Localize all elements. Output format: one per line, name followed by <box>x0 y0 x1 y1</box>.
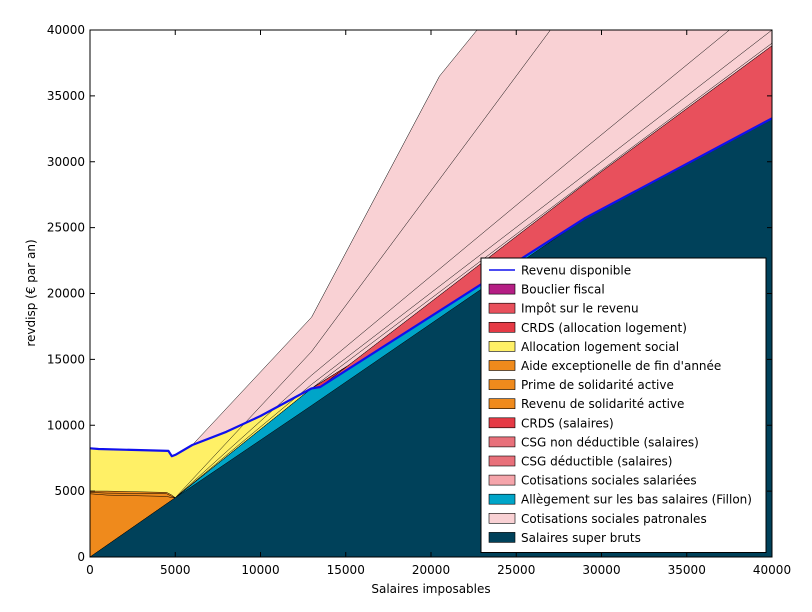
legend-label: CSG non déductible (salaires) <box>521 435 699 449</box>
legend-label: Cotisations sociales patronales <box>521 512 707 526</box>
revenu-line-layer <box>90 117 772 458</box>
y-tick-label: 35000 <box>47 89 85 103</box>
line-revenu-disponible <box>90 117 772 458</box>
boundary-lines-layer <box>175 30 772 498</box>
x-tick-label: 5000 <box>160 563 191 577</box>
legend-label: Allocation logement social <box>521 340 679 354</box>
x-axis-label: Salaires imposables <box>371 582 490 596</box>
y-tick-label: 0 <box>77 550 85 564</box>
legend-swatch <box>488 512 516 524</box>
legend-swatch <box>488 417 516 429</box>
legend-label: Prime de solidarité active <box>521 378 674 392</box>
legend-swatch <box>488 474 516 486</box>
legend-swatch <box>488 532 516 543</box>
legend-label: Revenu de solidarité active <box>521 397 684 411</box>
x-tick-label: 10000 <box>241 563 279 577</box>
y-tick-label: 20000 <box>47 287 85 301</box>
legend-swatch <box>488 341 516 352</box>
legend-swatch <box>488 321 516 333</box>
legend-swatch <box>488 360 516 371</box>
y-tick-label: 15000 <box>47 352 85 366</box>
x-axis-ticks: 0 5000 10000 15000 20000 25000 30000 35000 40000 <box>86 30 791 577</box>
y-axis-ticks: 0 5000 10000 15000 20000 25000 30000 35000 40000 <box>47 23 772 564</box>
legend-label: Salaires super bruts <box>521 531 641 545</box>
legend-label: Impôt sur le revenu <box>521 302 639 316</box>
x-tick-label: 25000 <box>497 563 535 577</box>
boundary-crds-salaires <box>175 42 772 498</box>
legend-swatch <box>488 493 516 505</box>
x-tick-label: 20000 <box>412 563 450 577</box>
y-tick-label: 10000 <box>47 418 85 432</box>
y-tick-label: 30000 <box>47 155 85 169</box>
legend-label: Bouclier fiscal <box>521 283 605 297</box>
legend-label: Aide exceptionelle de fin d'année <box>521 359 721 373</box>
legend-label: Revenu disponible <box>521 264 631 278</box>
y-tick-label: 25000 <box>47 221 85 235</box>
x-tick-label: 40000 <box>753 563 791 577</box>
x-tick-label: 0 <box>86 563 94 577</box>
legend-label: Cotisations sociales salariées <box>521 474 697 488</box>
y-tick-label: 40000 <box>47 23 85 37</box>
boundary-csg-non-deductible-salaires <box>175 30 772 498</box>
legend-swatch <box>488 379 516 390</box>
boundary-cotisations-sociales-salariees <box>175 30 551 498</box>
boundary-csg-deductible-salaires <box>175 30 730 498</box>
legend-label: CRDS (salaires) <box>521 416 614 430</box>
legend-box <box>480 257 767 553</box>
y-tick-label: 5000 <box>54 484 85 498</box>
x-tick-label: 30000 <box>582 563 620 577</box>
legend-label: Allègement sur les bas salaires (Fillon) <box>521 493 752 507</box>
legend-label: CRDS (allocation logement) <box>521 321 687 335</box>
legend-swatch <box>488 455 516 467</box>
legend-swatch <box>488 302 516 314</box>
legend-swatch <box>488 398 516 410</box>
legend-swatch <box>488 283 516 295</box>
legend-label: CSG déductible (salaires) <box>521 455 672 469</box>
legend-swatch <box>488 436 516 448</box>
y-axis-label: revdisp (€ par an) <box>24 239 38 346</box>
legend: Revenu disponible Bouclier fiscal Impôt su… <box>480 257 767 553</box>
x-tick-label: 15000 <box>327 563 365 577</box>
x-tick-label: 35000 <box>668 563 706 577</box>
